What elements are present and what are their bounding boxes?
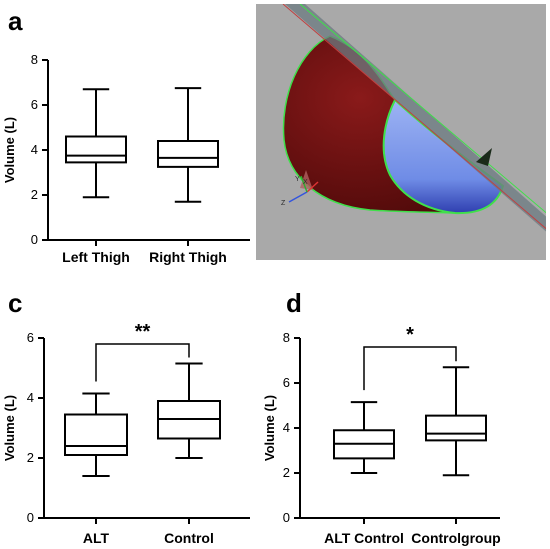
- y-axis-label: Volume (L): [2, 395, 17, 461]
- category-label: Controlgroup: [411, 530, 500, 546]
- category-label: ALT: [83, 530, 110, 546]
- plane-edge-red: [282, 4, 546, 230]
- y-tick-label: 6: [31, 97, 38, 112]
- box-plot: [64, 392, 128, 477]
- y-tick-label: 0: [31, 232, 38, 247]
- axis-y-label: Y: [295, 176, 300, 183]
- y-tick-label: 4: [283, 420, 290, 435]
- y-tick-label: 8: [31, 52, 38, 67]
- category-label: Control: [164, 530, 214, 546]
- significance-label: **: [135, 321, 151, 343]
- box-plot: [333, 401, 395, 474]
- y-tick-label: 4: [27, 390, 34, 405]
- box-plot: [157, 362, 221, 459]
- box-plot: [425, 366, 487, 477]
- y-tick-label: 2: [27, 450, 34, 465]
- axis-z-line: [288, 191, 308, 203]
- significance-label: *: [406, 324, 414, 346]
- y-tick-label: 2: [283, 465, 290, 480]
- y-tick-label: 4: [31, 142, 38, 157]
- cone-marker: [300, 170, 313, 190]
- box-plot: [157, 87, 219, 203]
- chart-d: 0 2 4 6 8 ALT Control Controlgroup Volume (L) *: [262, 324, 501, 546]
- iqr-box: [64, 413, 128, 456]
- chart-c: 0 2 4 6 ALT Control Volume (L) **: [2, 321, 250, 546]
- axis-z-label: Z: [281, 200, 286, 207]
- category-label: ALT Control: [324, 530, 404, 546]
- marker-fin: [476, 148, 492, 166]
- iqr-box: [65, 135, 127, 164]
- box-plot: [65, 88, 127, 199]
- y-axis-label: Volume (L): [2, 117, 17, 183]
- significance-bracket: [95, 343, 190, 382]
- significance-bracket: [363, 346, 457, 391]
- plane-edge-green: [299, 4, 546, 214]
- category-label: Right Thigh: [149, 249, 227, 265]
- axis-y-line: [300, 175, 308, 193]
- y-tick-label: 2: [31, 187, 38, 202]
- panel-label-c: c: [8, 288, 22, 318]
- category-label: Left Thigh: [62, 249, 130, 265]
- axis-x-line: [306, 181, 319, 193]
- iqr-box: [425, 414, 487, 442]
- panel-label-a: a: [8, 6, 23, 36]
- chart-a: 0 2 4 6 8 Left Thigh Right Thigh Volume (L): [2, 52, 250, 265]
- iqr-box: [157, 140, 219, 168]
- y-tick-label: 0: [283, 510, 290, 525]
- y-tick-label: 8: [283, 330, 290, 345]
- panel-label-d: d: [286, 288, 302, 318]
- axis-x-label: X: [303, 179, 308, 186]
- y-axis-label: Volume (L): [262, 395, 277, 461]
- render-3d-image: Y X Z: [256, 4, 546, 260]
- y-tick-label: 6: [27, 330, 34, 345]
- y-tick-label: 0: [27, 510, 34, 525]
- y-tick-label: 6: [283, 375, 290, 390]
